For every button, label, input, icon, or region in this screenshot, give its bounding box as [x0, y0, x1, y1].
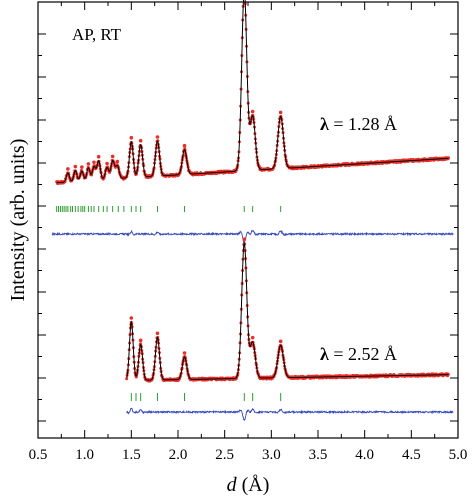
observed-peak-point: [96, 154, 101, 159]
annotation-label: AP, RT: [72, 25, 122, 44]
panel-1: [51, 0, 454, 244]
panel-2: [125, 237, 454, 422]
x-axis-label: d (Å): [227, 474, 270, 496]
observed-point: [134, 375, 138, 379]
axis-ticks: [37, 2, 459, 438]
observed-peak-point: [105, 161, 109, 166]
x-axis-label-unit: (Å): [237, 474, 270, 496]
observed-peak-point: [278, 110, 283, 115]
observed-peak-point: [138, 338, 143, 343]
observed-peak-point: [129, 316, 134, 320]
observed-peak-point: [73, 164, 78, 169]
panel-1-wavelength: = 1.28 Å: [329, 114, 397, 134]
x-tick-label: 0.5: [29, 447, 48, 463]
observed-point: [125, 377, 129, 381]
observed-peak-point: [80, 165, 84, 169]
observed-peak-point: [250, 109, 255, 114]
observed-peak-point: [115, 159, 120, 164]
lambda-symbol: λ: [320, 344, 329, 364]
x-tick-label: 4.5: [402, 447, 421, 463]
x-tick-label: 2.0: [169, 447, 188, 463]
x-tick-label: 3.0: [262, 447, 281, 463]
observed-peak-point: [278, 339, 283, 344]
observed-points: [125, 237, 450, 383]
difference-curve: [51, 229, 454, 244]
bragg-ticks: [56, 206, 282, 212]
x-tick-label: 4.0: [355, 447, 374, 463]
observed-peak-point: [155, 331, 160, 336]
observed-peak-point: [110, 154, 115, 159]
panels: [51, 0, 454, 422]
observed-peak-point: [182, 351, 187, 355]
difference-curve: [126, 407, 454, 422]
observed-peak-point: [182, 143, 187, 148]
x-tick-labels: 0.5 1.0 1.5 2.0 2.5 3.0 3.5 4.0 4.5 5.0: [29, 447, 468, 463]
bragg-ticks: [130, 393, 282, 401]
observed-peak-point: [155, 135, 160, 139]
observed-peak-point: [129, 135, 134, 140]
panel-1-label: λ = 1.28 Å: [320, 114, 397, 134]
x-tick-label: 5.0: [449, 447, 468, 463]
plot-frame: [37, 1, 459, 439]
observed-peak-point: [92, 160, 96, 165]
observed-peak-point: [250, 335, 255, 340]
x-tick-label: 1.5: [122, 447, 141, 463]
observed-peak-point: [86, 162, 91, 166]
x-tick-label: 2.5: [215, 447, 234, 463]
y-axis-label: Intensity (arb. units): [7, 139, 29, 302]
x-tick-label: 1.0: [75, 447, 94, 463]
panel-2-wavelength: = 2.52 Å: [329, 344, 397, 364]
calculated-line: [126, 241, 449, 381]
calculated-line: [56, 0, 449, 184]
lambda-symbol: λ: [320, 114, 329, 134]
x-tick-label: 3.5: [309, 447, 328, 463]
observed-peak-point: [138, 138, 143, 143]
observed-peak-point: [242, 237, 247, 242]
x-axis-label-symbol: d: [227, 474, 238, 496]
observed-peak-point: [66, 167, 70, 171]
panel-2-label: λ = 2.52 Å: [320, 344, 397, 364]
